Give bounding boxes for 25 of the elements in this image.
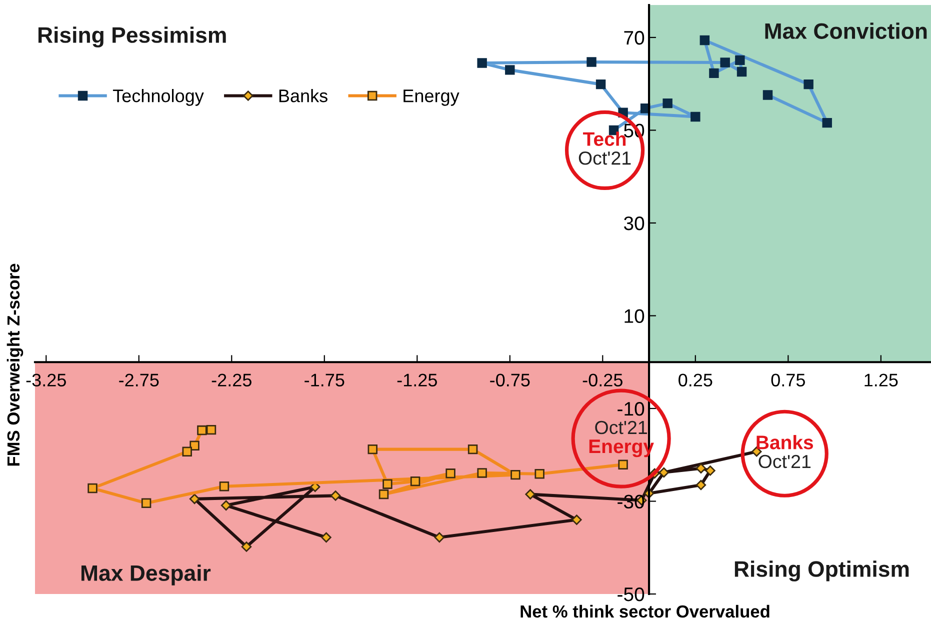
y-tick-label: -10 <box>618 402 644 416</box>
annotation: Rising Pessimism <box>38 26 226 48</box>
legend-label: Banks <box>279 88 328 102</box>
x-tick-label: -1.25 <box>397 374 437 386</box>
legend-label: Energy <box>404 90 460 106</box>
y-tick-label: 10 <box>624 309 644 323</box>
x-tick-label: -0.25 <box>582 374 622 386</box>
x-tick-label: -3.25 <box>26 374 66 386</box>
x-tick-label: -0.75 <box>490 374 530 386</box>
x-axis-title: Net % think sector Overvalued <box>520 604 770 618</box>
annotation: Max Conviction <box>765 22 927 39</box>
x-tick-label: -2.25 <box>212 374 252 386</box>
x-tick-label: 0.75 <box>771 374 805 386</box>
y-tick-label: 70 <box>624 30 644 45</box>
legend-label: Technology <box>112 88 204 106</box>
annotation: Rising Optimism <box>734 560 909 582</box>
annotation: Max Despair <box>81 564 211 586</box>
x-tick-label: -2.75 <box>119 374 159 386</box>
y-axis-title: FMS Overweight Z-score <box>6 264 24 466</box>
x-tick-label: 1.25 <box>864 374 898 386</box>
x-tick-label: 0.25 <box>678 374 712 386</box>
y-tick-label: -50 <box>618 587 644 602</box>
y-tick-label: 30 <box>624 216 644 230</box>
annotation: Banks Oct'21 <box>756 435 814 468</box>
x-tick-label: -1.75 <box>304 374 344 386</box>
